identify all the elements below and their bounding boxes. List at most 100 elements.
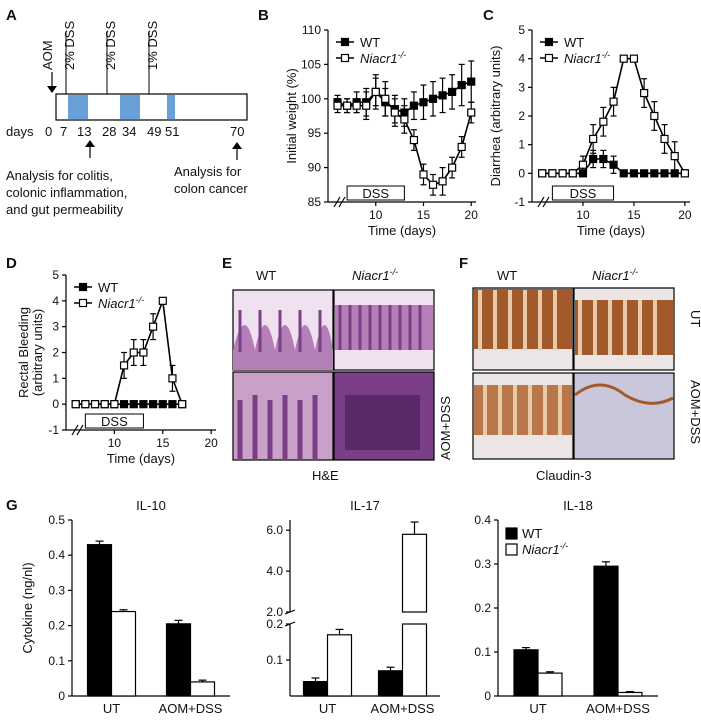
legend-label-wt: WT — [564, 35, 584, 50]
bar-ko — [110, 610, 137, 697]
y-tick-label: 0.5 — [48, 513, 65, 527]
y-tick-label: 2 — [518, 109, 525, 123]
y-tick-label: 85 — [308, 195, 322, 209]
he-image-wt-aom — [232, 371, 334, 461]
y-tick-label: 4 — [518, 52, 525, 66]
chart-g-il17: IL-17 2.0 4.0 6.0 0.1 0.2 UT AOM+DSS — [266, 498, 440, 716]
x-tick-label: 10 — [108, 436, 122, 450]
bar-wt — [513, 649, 539, 697]
ihc-image-ko-ut — [573, 287, 675, 371]
dss-period-label: DSS — [101, 414, 128, 429]
y-tick-label: 0.4 — [48, 548, 65, 562]
chart-g-il10: IL-10 0 0.1 0.2 0.3 0.4 0.5 Cytokine (ng/nl) UT A… — [20, 498, 230, 716]
ihc-stain-label: Claudin-3 — [536, 468, 592, 483]
y-tick-label: 0.1 — [48, 654, 65, 668]
y-tick-label: 0.1 — [474, 645, 491, 659]
data-point-ko — [538, 169, 547, 178]
category-label: AOM+DSS — [586, 701, 650, 716]
x-tick-label: 10 — [576, 208, 590, 222]
data-point-ko — [548, 169, 557, 178]
legend-label-wt: WT — [522, 526, 542, 541]
legend-marker — [544, 37, 554, 47]
legend-label-wt: WT — [98, 280, 118, 295]
y-tick-label: 3 — [518, 80, 525, 94]
dss-block-1 — [68, 95, 88, 119]
day-tick-49: 49 — [147, 124, 161, 139]
legend-label-ko: Niacr1-/- — [522, 541, 568, 557]
bar-wt — [377, 670, 404, 697]
data-point-ko — [419, 170, 428, 179]
y-tick-label: 0.4 — [474, 513, 491, 527]
data-point-ko — [158, 296, 167, 305]
category-label: UT — [319, 701, 336, 716]
y-tick-label: 2.0 — [266, 605, 283, 619]
bar-ko — [401, 623, 428, 697]
data-point-ko — [139, 348, 148, 357]
analysis-arrow-head-2 — [232, 142, 242, 149]
dss-label-3: 1% DSS — [145, 21, 160, 70]
data-point-ko — [390, 108, 399, 117]
data-point-wt — [629, 169, 639, 178]
bar-wt — [302, 680, 329, 697]
y-tick-label: -1 — [48, 423, 59, 437]
data-point-ko — [438, 177, 447, 186]
chart-b: 85 90 95 100 105 110 10 15 20 Time (days) Initial … — [284, 23, 478, 238]
y-tick-label: 6.0 — [266, 523, 283, 537]
dss-period-bar — [84, 413, 144, 429]
legend-text: Niacr1 — [522, 542, 560, 557]
aom-arrow-head — [47, 86, 57, 93]
data-point-wt — [660, 169, 669, 178]
x-tick-label: 15 — [627, 208, 641, 222]
y-tick-label: -1 — [514, 195, 525, 209]
legend-text: Niacr1 — [98, 296, 136, 311]
bar-ko — [537, 672, 563, 697]
data-point-wt — [650, 169, 659, 178]
y-tick-label: 0.2 — [266, 617, 283, 631]
data-point-ko — [81, 400, 90, 409]
ihc-image-wt-aom — [472, 372, 574, 460]
data-point-ko — [428, 180, 438, 189]
panel-f: F WT Niacr1-/- UT AOM+DSS Claudin-3 — [459, 255, 701, 483]
analysis-note-right-1: Analysis for — [174, 164, 242, 179]
data-point-ko — [640, 88, 649, 98]
he-row-aom: AOM+DSS — [438, 396, 453, 460]
data-point-wt — [129, 400, 138, 409]
ihc-row-aom: AOM+DSS — [688, 380, 701, 444]
data-point-ko — [660, 134, 669, 144]
y-tick-label: 4.0 — [266, 564, 283, 578]
legend-marker — [78, 298, 88, 308]
data-point-wt — [119, 400, 129, 409]
data-point-ko — [609, 97, 618, 106]
legend-swatch — [505, 527, 518, 540]
y-tick-label: 95 — [308, 126, 322, 140]
data-point-wt — [599, 154, 608, 164]
panel-g: G IL-10 0 0.1 0.2 0.3 0.4 0.5 Cytokine (ng/nl) U… — [6, 497, 658, 716]
data-point-ko — [467, 108, 476, 117]
y-tick-label: 0 — [518, 166, 525, 180]
x-tick-label: 15 — [417, 208, 431, 222]
day-tick-34: 34 — [122, 124, 136, 139]
y-axis-label: Diarrhea (arbitrary units) — [488, 46, 503, 187]
chart-c: -1 0 1 2 3 4 5 10 15 20 Time (days) Diarrhea (arbit… — [488, 23, 692, 238]
panel-letter-b: B — [258, 7, 269, 24]
aom-label: AOM — [40, 40, 55, 70]
y-tick-label: 0.2 — [48, 619, 65, 633]
legend-label-wt: WT — [360, 35, 380, 50]
legend-label-ko: Niacr1-/- — [564, 50, 610, 66]
dss-period-label: DSS — [362, 186, 389, 201]
legend-text: WT — [98, 280, 118, 295]
axis-break-mark — [537, 196, 545, 208]
dss-label-2: 2% DSS — [103, 21, 118, 70]
panel-d: D -1 0 1 2 3 4 5 10 15 20 Time (days) Rectal Bleedi… — [6, 255, 218, 466]
dss-block-2 — [120, 95, 140, 119]
data-point-wt — [448, 87, 457, 97]
axis-break-mark — [333, 196, 341, 208]
category-label: UT — [103, 701, 120, 716]
data-point-ko — [589, 134, 598, 144]
y-tick-label: 105 — [301, 57, 321, 71]
y-tick-label: 0.2 — [474, 601, 491, 615]
day-tick-0: 0 — [45, 124, 52, 139]
y-tick-label: 3 — [52, 320, 59, 334]
data-point-wt — [139, 400, 148, 409]
ihc-image-ko-aom — [573, 372, 675, 460]
